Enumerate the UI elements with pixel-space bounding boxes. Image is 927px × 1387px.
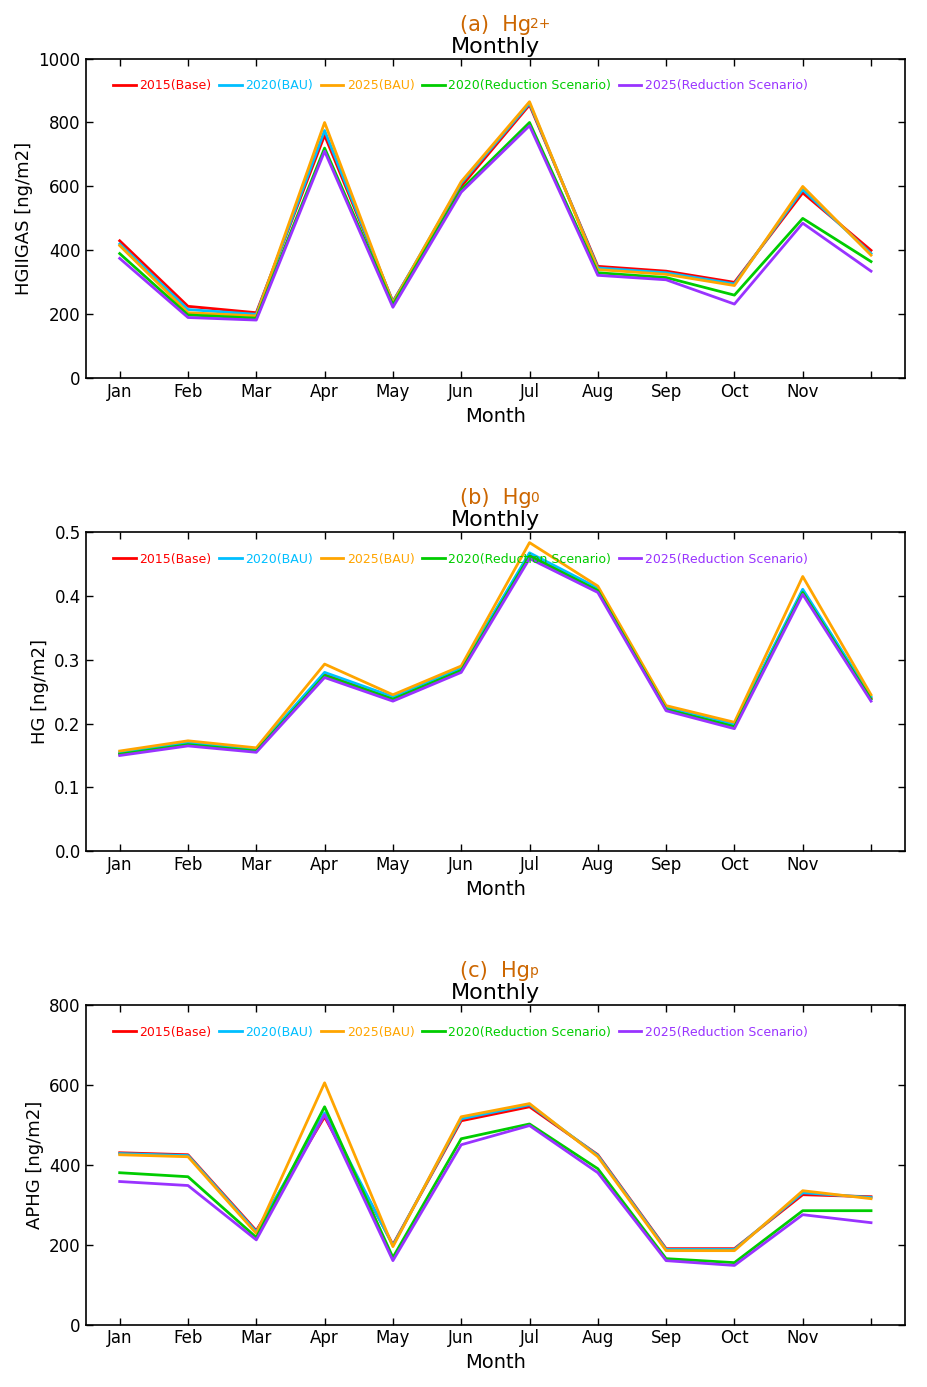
- Title: Monthly: Monthly: [451, 510, 540, 530]
- Text: 2+: 2+: [530, 18, 550, 32]
- Y-axis label: HGIIGAS [ng/m2]: HGIIGAS [ng/m2]: [15, 141, 33, 295]
- Legend: 2015(Base), 2020(BAU), 2025(BAU), 2020(Reduction Scenario), 2025(Reduction Scena: 2015(Base), 2020(BAU), 2025(BAU), 2020(R…: [108, 548, 813, 570]
- Text: (a)  Hg: (a) Hg: [460, 15, 531, 35]
- Legend: 2015(Base), 2020(BAU), 2025(BAU), 2020(Reduction Scenario), 2025(Reduction Scena: 2015(Base), 2020(BAU), 2025(BAU), 2020(R…: [108, 75, 813, 97]
- Text: (c)  Hg: (c) Hg: [461, 961, 530, 981]
- Title: Monthly: Monthly: [451, 983, 540, 1003]
- Text: (b)  Hg: (b) Hg: [460, 488, 531, 508]
- Text: 0: 0: [530, 491, 539, 505]
- Legend: 2015(Base), 2020(BAU), 2025(BAU), 2020(Reduction Scenario), 2025(Reduction Scena: 2015(Base), 2020(BAU), 2025(BAU), 2020(R…: [108, 1021, 813, 1044]
- X-axis label: Month: Month: [465, 1352, 526, 1372]
- Title: Monthly: Monthly: [451, 37, 540, 57]
- Y-axis label: APHG [ng/m2]: APHG [ng/m2]: [26, 1101, 44, 1229]
- X-axis label: Month: Month: [465, 879, 526, 899]
- X-axis label: Month: Month: [465, 406, 526, 426]
- Text: p: p: [530, 964, 539, 978]
- Y-axis label: HG [ng/m2]: HG [ng/m2]: [31, 639, 49, 743]
